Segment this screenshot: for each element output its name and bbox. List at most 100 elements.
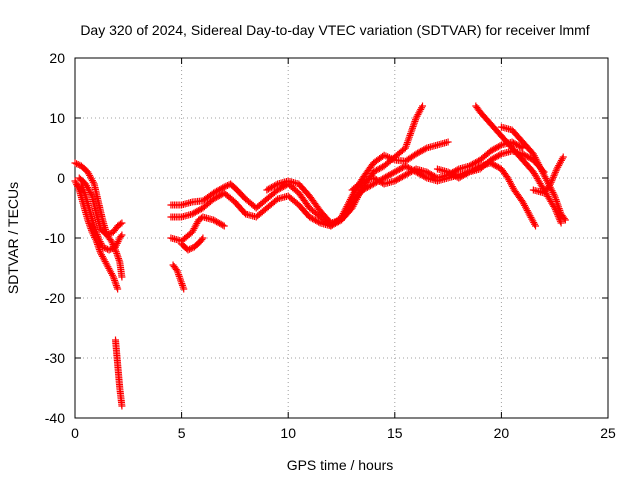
data-point [376, 177, 384, 185]
data-point [398, 173, 406, 181]
x-axis-label: GPS time / hours [287, 457, 394, 473]
x-tick-label: 5 [178, 425, 186, 441]
data-point [417, 147, 425, 155]
data-point [388, 170, 396, 178]
data-point [113, 251, 121, 259]
data-point [561, 216, 569, 224]
series-arc5 [112, 336, 126, 410]
data-point [455, 174, 463, 182]
data-point [511, 140, 519, 148]
data-point [449, 171, 457, 179]
data-point [213, 218, 221, 226]
data-point [107, 245, 115, 253]
data-point [417, 171, 425, 179]
y-axis-label: SDTVAR / TECUs [5, 182, 21, 294]
data-point [421, 145, 429, 153]
data-point [118, 219, 126, 227]
data-point [366, 182, 374, 190]
x-tick-label: 25 [600, 425, 616, 441]
data-point [493, 153, 501, 161]
data-point [365, 183, 373, 191]
data-point [446, 169, 454, 177]
data-point [488, 146, 496, 154]
data-point [547, 178, 555, 186]
data-point [548, 177, 556, 185]
data-point [398, 164, 406, 172]
data-point [219, 221, 227, 229]
data-point [199, 234, 207, 242]
data-point [80, 187, 88, 195]
axis-ticks [74, 57, 609, 419]
data-point [496, 151, 504, 159]
data-point [470, 159, 478, 167]
data-point [459, 171, 467, 179]
data-point [546, 180, 554, 188]
data-point [188, 210, 196, 218]
data-point [423, 168, 431, 176]
data-point [73, 160, 81, 168]
data-point [517, 143, 525, 151]
data-point [408, 124, 416, 132]
data-point [194, 207, 202, 215]
data-point [549, 175, 557, 183]
data-point [386, 171, 394, 179]
data-point [383, 172, 391, 180]
data-point [280, 183, 288, 191]
data-point [190, 209, 198, 217]
data-point [556, 217, 564, 225]
data-point [557, 219, 565, 227]
data-point [494, 143, 502, 151]
data-point [473, 164, 481, 172]
data-point [81, 190, 89, 198]
data-point [116, 220, 124, 228]
data-point [369, 168, 377, 176]
data-point [395, 174, 403, 182]
data-point [487, 159, 495, 167]
data-point [93, 231, 101, 239]
data-point [382, 173, 390, 181]
data-point [113, 249, 121, 257]
data-point [427, 171, 435, 179]
data-point [313, 217, 321, 225]
data-point [360, 185, 368, 193]
data-point [105, 246, 113, 254]
series-arc6 [169, 261, 188, 293]
data-point [96, 247, 104, 255]
data-point [117, 233, 125, 240]
data-point [410, 121, 418, 129]
data-point [102, 245, 110, 252]
data-point [430, 172, 438, 180]
data-point [403, 163, 411, 171]
data-point [516, 142, 524, 150]
data-point [424, 169, 432, 177]
data-point [222, 182, 230, 190]
data-point [214, 192, 222, 200]
data-point [193, 207, 201, 215]
data-point [112, 280, 120, 288]
data-point [369, 174, 377, 182]
data-point [79, 183, 87, 191]
data-point [513, 141, 521, 149]
data-point [494, 152, 502, 160]
data-point [315, 218, 323, 226]
data-point [216, 219, 224, 227]
data-point [71, 159, 79, 167]
data-point [461, 171, 469, 179]
data-point [531, 220, 539, 228]
data-point [458, 172, 466, 180]
data-point [426, 170, 434, 178]
data-point [211, 217, 219, 225]
data-point [403, 170, 411, 178]
data-point [493, 144, 501, 152]
data-point [418, 104, 426, 112]
data-point [560, 215, 568, 222]
data-point [93, 229, 101, 237]
data-point [392, 167, 400, 175]
data-point [103, 231, 111, 239]
data-point [269, 183, 277, 191]
data-point [272, 181, 280, 189]
data-point [371, 167, 379, 175]
data-point [490, 145, 498, 153]
data-point [114, 285, 122, 293]
